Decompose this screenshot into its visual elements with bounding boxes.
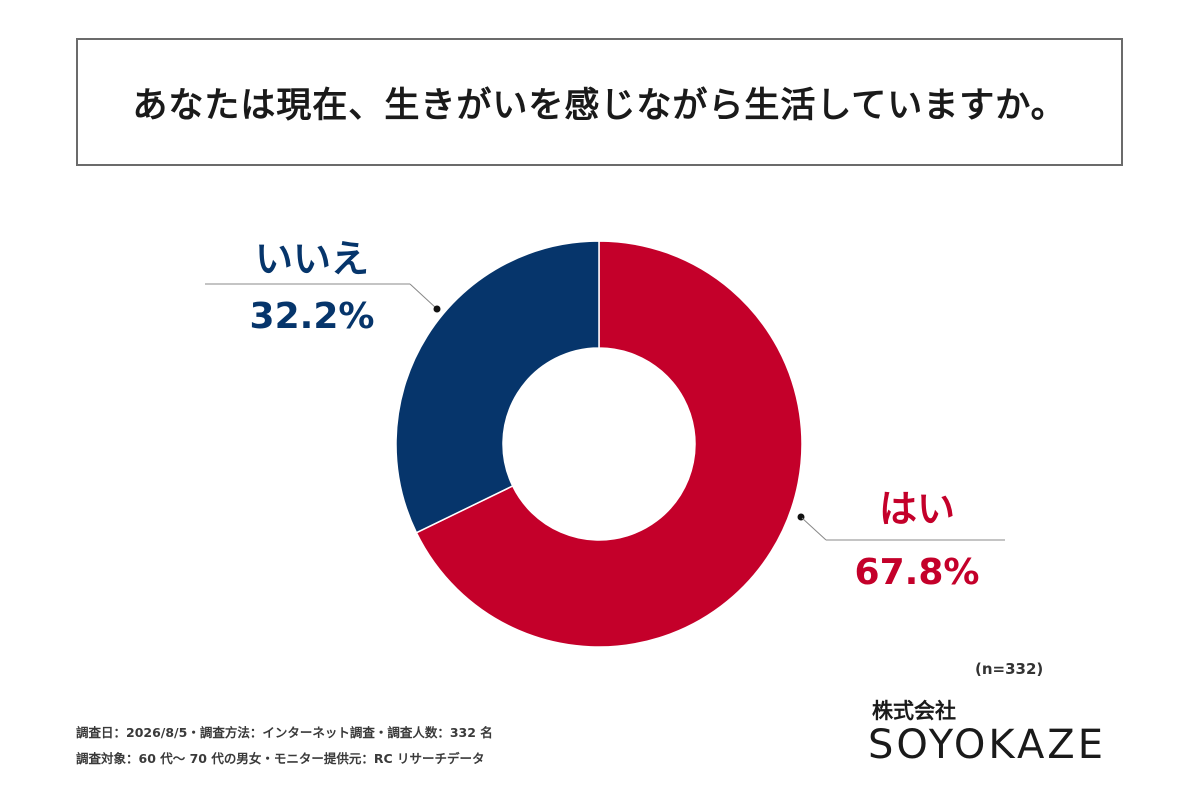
donut-slice-yes <box>415 240 803 648</box>
slice-value-no: 32.2% <box>250 296 375 337</box>
sample-size: (n=332) <box>975 660 1044 678</box>
title-box: あなたは現在、生きがいを感じながら生活していますか。 <box>76 38 1123 166</box>
callout-leader-no <box>409 283 437 309</box>
footnote-survey-target: 調査対象：60 代〜 70 代の男女・モニター提供元：RC リサーチデータ <box>76 751 485 766</box>
chart-title: あなたは現在、生きがいを感じながら生活していますか。 <box>132 85 1067 126</box>
slice-value-yes: 67.8% <box>855 552 980 593</box>
donut-slices <box>395 240 803 648</box>
callout-leader-yes <box>801 517 827 541</box>
slice-label-no: いいえ <box>255 237 369 281</box>
donut-slice-no <box>395 240 600 534</box>
logo-company-jp: 株式会社 <box>872 699 956 723</box>
slice-label-yes: はい <box>879 487 955 531</box>
callout-dot-no <box>433 305 441 313</box>
logo-company-en: SOYOKAZE <box>868 722 1106 768</box>
footnote-survey-info: 調査日：2026/8/5・調査方法：インターネット調査・調査人数：332 名 <box>76 725 493 740</box>
